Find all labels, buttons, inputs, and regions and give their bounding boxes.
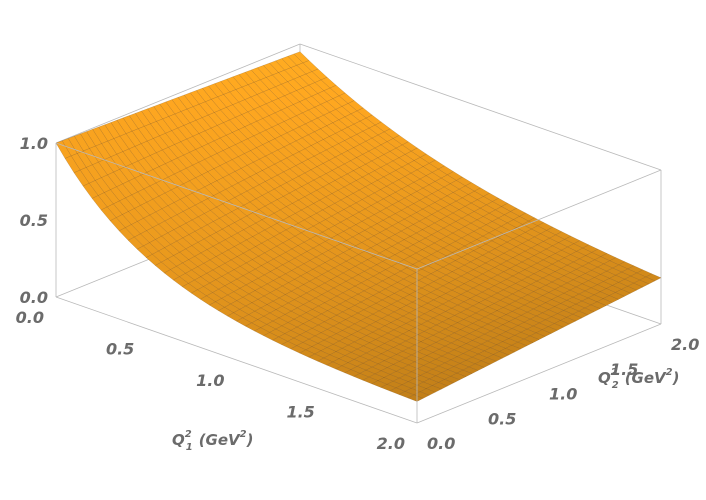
box-edge xyxy=(416,323,662,424)
y-axis-ticks: 0.0 0.5 1.0 1.5 2.0 xyxy=(427,335,699,453)
x-tick-label: 2.0 xyxy=(377,434,405,453)
box-edge xyxy=(55,296,418,424)
y-axis-unit-suffix: ) xyxy=(672,369,680,387)
y-axis-unit-sup: 2 xyxy=(666,367,673,378)
z-tick-label: 0.0 xyxy=(20,288,48,307)
x-axis-unit-sup: 2 xyxy=(240,429,247,440)
x-tick-label: 0.0 xyxy=(16,308,44,327)
x-axis-sup: 2 xyxy=(185,429,192,440)
box-edge xyxy=(299,43,662,171)
box-edge xyxy=(55,142,418,270)
x-axis-ticks: 0.0 0.5 1.0 1.5 2.0 xyxy=(16,308,405,453)
box-edge xyxy=(55,43,301,144)
z-tick-label: 0.5 xyxy=(20,211,48,230)
surface-mesh xyxy=(55,51,662,402)
y-axis-sup: 2 xyxy=(611,367,618,378)
x-tick-label: 1.0 xyxy=(196,371,224,390)
x-axis-sub: 1 xyxy=(186,442,193,453)
box-edge xyxy=(416,169,662,270)
x-axis-unit-prefix: (GeV xyxy=(199,431,241,449)
y-tick-label: 1.5 xyxy=(610,360,638,379)
z-tick-label: 1.0 xyxy=(20,134,48,153)
y-axis-var: Q xyxy=(598,369,611,387)
y-axis-sub: 2 xyxy=(612,380,619,391)
y-tick-label: 2.0 xyxy=(671,335,699,354)
z-axis-ticks: 0.0 0.5 1.0 xyxy=(20,134,48,307)
y-axis-unit-prefix: (GeV xyxy=(625,369,667,387)
x-axis-title: Q2 1 (GeV2) xyxy=(172,429,253,453)
x-tick-label: 1.5 xyxy=(286,403,314,422)
surface-patch xyxy=(407,394,424,402)
y-tick-label: 0.0 xyxy=(427,434,455,453)
y-axis-title: Q2 2 (GeV2) xyxy=(598,367,679,391)
y-tick-label: 0.5 xyxy=(488,409,516,428)
bounding-box-front xyxy=(55,142,662,424)
x-axis-var: Q xyxy=(172,431,185,449)
x-tick-label: 0.5 xyxy=(106,340,134,359)
x-axis-unit-suffix: ) xyxy=(246,431,254,449)
y-tick-label: 1.0 xyxy=(549,385,577,404)
